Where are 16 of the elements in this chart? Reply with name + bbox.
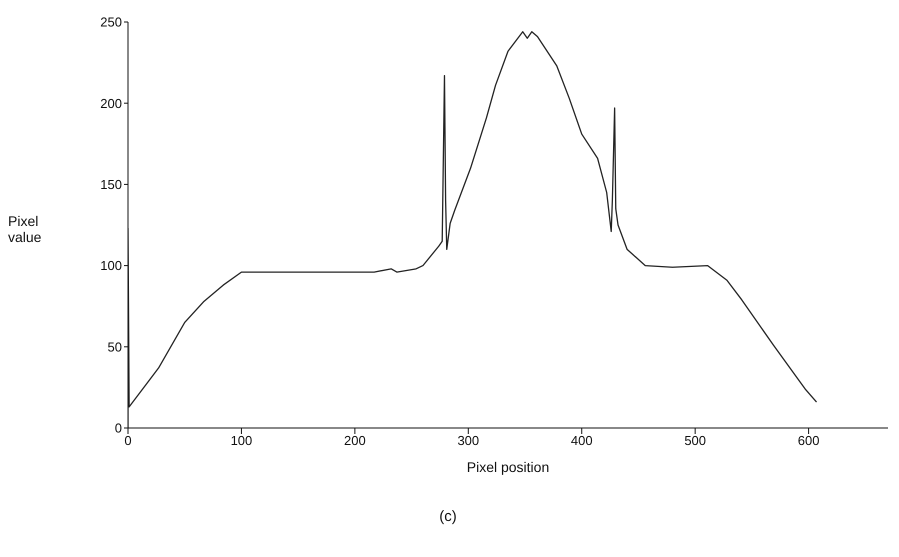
y-tick-label: 200 (100, 96, 122, 111)
x-tick-label: 100 (230, 433, 252, 448)
x-tick-label: 200 (344, 433, 366, 448)
y-tick-label: 250 (100, 14, 122, 30)
x-tick-label: 0 (124, 433, 132, 448)
x-tick-label: 600 (798, 433, 820, 448)
x-axis-title: Pixel position (466, 459, 550, 475)
y-tick-label: 150 (100, 177, 122, 192)
y-tick-label: 100 (100, 258, 122, 274)
x-tick-label: 400 (570, 433, 593, 448)
x-tick-label: 500 (684, 433, 706, 448)
y-axis-title: Pixel value (8, 213, 42, 245)
y-tick-label: 50 (108, 339, 122, 354)
y-tick-label: 0 (114, 420, 122, 436)
x-tick-label: 300 (457, 433, 480, 448)
text: (c) (438, 508, 458, 525)
